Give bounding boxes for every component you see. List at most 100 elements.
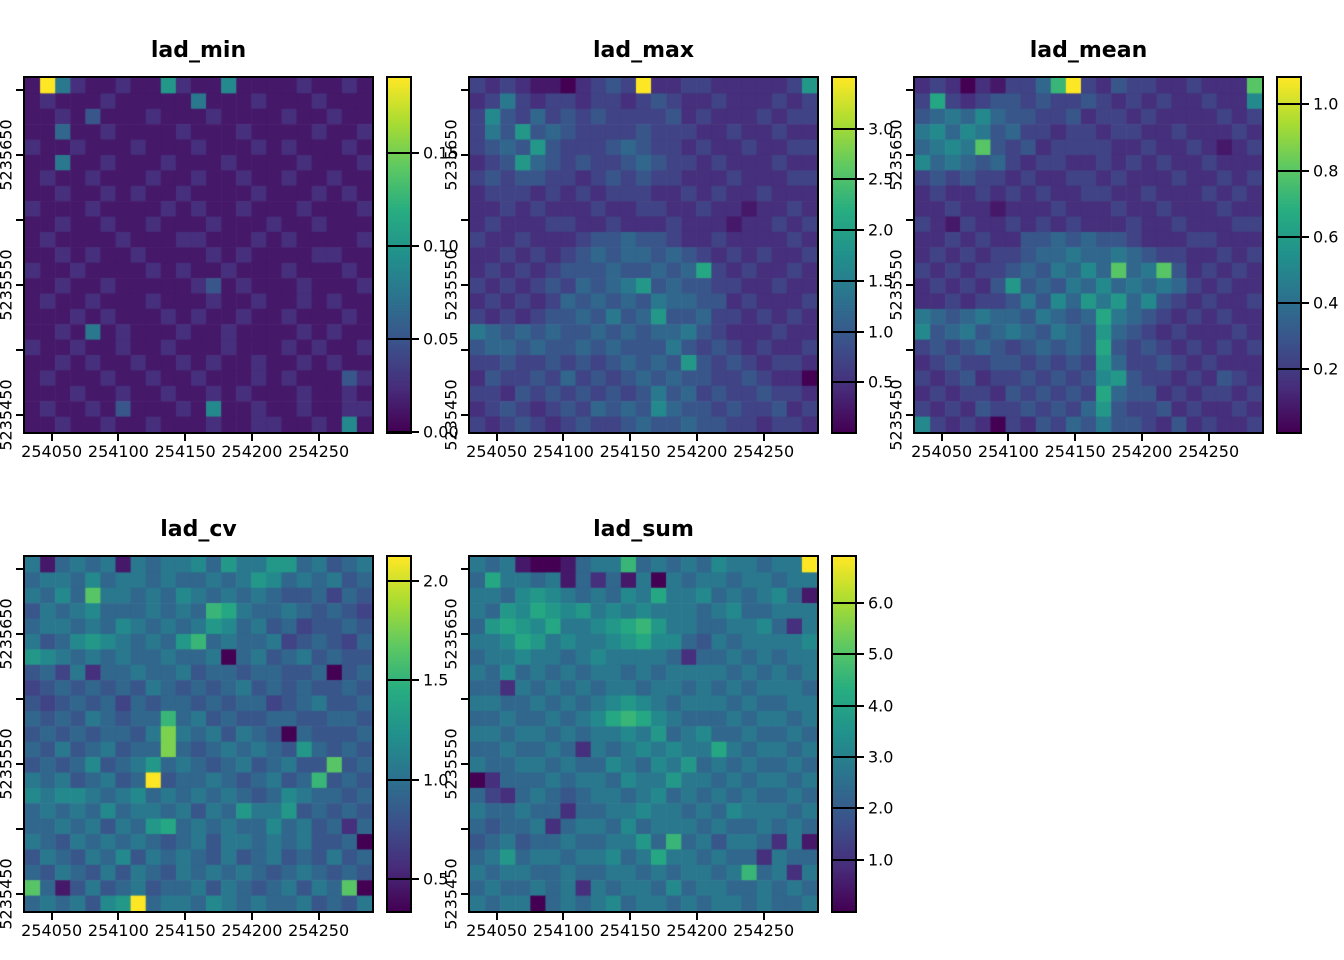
raster-plot: 254050 254100 254150 254200 254250 5235650 523… bbox=[0, 76, 374, 461]
legend-tick-mark bbox=[857, 653, 864, 656]
legend-tick-label: 0.00 bbox=[423, 422, 459, 442]
color-legend: 1.0 2.0 3.0 4.0 5.0 6.0 bbox=[831, 555, 893, 913]
legend-tick-line bbox=[388, 244, 410, 247]
legend-tick-mark bbox=[857, 858, 864, 861]
y-axis-tick bbox=[16, 153, 23, 156]
x-axis-tick bbox=[117, 434, 120, 441]
legend-tick-label: 0.2 bbox=[1313, 359, 1339, 379]
y-axis-tick bbox=[461, 153, 468, 156]
panel-lad-mean: lad_mean 254050 254100 254150 254200 254250 5… bbox=[887, 38, 1339, 461]
panel-lad-max: lad_max 254050 254100 254150 254200 254250 52… bbox=[442, 38, 894, 461]
legend-tick-mark bbox=[857, 704, 864, 707]
legend-tick-label: 0.10 bbox=[423, 236, 459, 256]
raster-plot: 254050 254100 254150 254200 254250 5235650 523… bbox=[442, 76, 819, 461]
legend-tick-label: 0.5 bbox=[423, 869, 449, 889]
legend-tick-mark bbox=[857, 381, 864, 384]
legend-tick-mark bbox=[412, 337, 419, 340]
y-axis-tick bbox=[16, 349, 23, 351]
y-axis-tick bbox=[16, 828, 23, 830]
legend-tick-mark bbox=[1302, 235, 1309, 238]
legend-tick-line bbox=[833, 602, 855, 605]
x-tick-label: 254100 bbox=[977, 442, 1039, 461]
x-tick-label: 254050 bbox=[21, 921, 83, 940]
x-tick-label: 254200 bbox=[221, 921, 283, 940]
y-tick-label: 5235450 bbox=[0, 379, 16, 451]
x-axis-tick bbox=[562, 913, 565, 920]
y-tick-label: 5235450 bbox=[441, 858, 461, 930]
color-legend: 0.5 1.0 1.5 2.0 bbox=[386, 555, 448, 913]
y-axis-tick bbox=[906, 414, 913, 417]
x-tick-label: 254250 bbox=[288, 921, 350, 940]
legend-tick-mark bbox=[857, 127, 864, 130]
legend-tick-line bbox=[1278, 235, 1300, 238]
legend-tick-label: 4.0 bbox=[868, 696, 894, 716]
x-tick-label: 254100 bbox=[87, 442, 149, 461]
y-tick-label: 5235450 bbox=[441, 379, 461, 451]
legend-tick-mark bbox=[857, 602, 864, 605]
y-axis-tick bbox=[16, 218, 23, 221]
legend-tick-line bbox=[1278, 368, 1300, 371]
legend-tick-line bbox=[833, 229, 855, 232]
legend-tick-label: 0.6 bbox=[1313, 227, 1339, 247]
heatmap-canvas bbox=[915, 78, 1262, 432]
legend-tick-line bbox=[388, 778, 410, 781]
legend-tick-label: 1.0 bbox=[423, 770, 449, 790]
x-axis-tick bbox=[562, 434, 565, 441]
y-tick-label: 5235550 bbox=[441, 249, 461, 321]
color-legend: 0.2 0.4 0.6 0.8 1.0 bbox=[1276, 76, 1338, 434]
x-tick-label: 254200 bbox=[221, 442, 283, 461]
x-axis-tick bbox=[629, 913, 632, 920]
legend-gradient-canvas bbox=[1278, 78, 1300, 432]
x-axis-tick bbox=[317, 913, 320, 920]
x-axis-tick bbox=[629, 434, 632, 441]
legend-tick-line bbox=[1278, 169, 1300, 172]
legend-tick-label: 1.0 bbox=[1313, 94, 1339, 114]
x-axis-tick bbox=[762, 434, 765, 441]
legend-tick-mark bbox=[412, 778, 419, 781]
y-tick-label: 5235550 bbox=[441, 728, 461, 800]
legend-tick-mark bbox=[412, 878, 419, 881]
x-tick-label: 254150 bbox=[154, 442, 216, 461]
y-axis-tick bbox=[16, 414, 23, 417]
legend-tick-label: 2.0 bbox=[868, 220, 894, 240]
legend-tick-label: 2.0 bbox=[423, 571, 449, 591]
x-tick-label: 254250 bbox=[288, 442, 350, 461]
legend-tick-line bbox=[833, 127, 855, 130]
x-axis-tick bbox=[495, 913, 498, 920]
legend-tick-line bbox=[833, 381, 855, 384]
legend-tick-label: 6.0 bbox=[868, 593, 894, 613]
x-tick-label: 254050 bbox=[911, 442, 973, 461]
legend-tick-line bbox=[388, 679, 410, 682]
panel-title: lad_mean bbox=[1029, 38, 1148, 63]
y-tick-label: 5235650 bbox=[0, 598, 16, 670]
x-tick-label: 254150 bbox=[599, 442, 661, 461]
x-tick-label: 254250 bbox=[733, 442, 795, 461]
legend-tick-mark bbox=[857, 178, 864, 181]
legend-tick-label: 3.0 bbox=[868, 747, 894, 767]
legend-tick-mark bbox=[1302, 368, 1309, 371]
legend-tick-line bbox=[388, 431, 410, 433]
y-axis-tick bbox=[461, 414, 468, 417]
x-axis-tick bbox=[117, 913, 120, 920]
legend-tick-line bbox=[388, 579, 410, 582]
legend-tick-line bbox=[833, 330, 855, 333]
x-tick-label: 254100 bbox=[532, 921, 594, 940]
legend-tick-label: 0.15 bbox=[423, 143, 459, 163]
y-tick-label: 5235550 bbox=[0, 249, 16, 321]
x-axis-tick bbox=[1140, 434, 1143, 441]
y-axis-tick bbox=[16, 88, 23, 91]
legend-tick-line bbox=[833, 279, 855, 282]
x-tick-label: 254050 bbox=[21, 442, 83, 461]
legend-tick-mark bbox=[857, 807, 864, 810]
y-tick-label: 5235450 bbox=[0, 858, 16, 930]
y-axis-tick bbox=[461, 893, 468, 896]
y-tick-label: 5235550 bbox=[886, 249, 906, 321]
legend-tick-mark bbox=[857, 229, 864, 232]
y-axis-tick bbox=[906, 349, 913, 351]
x-tick-label: 254250 bbox=[733, 921, 795, 940]
heatmap-canvas bbox=[25, 78, 372, 432]
legend-tick-mark bbox=[857, 330, 864, 333]
y-axis-tick bbox=[16, 697, 23, 700]
x-tick-label: 254150 bbox=[599, 921, 661, 940]
